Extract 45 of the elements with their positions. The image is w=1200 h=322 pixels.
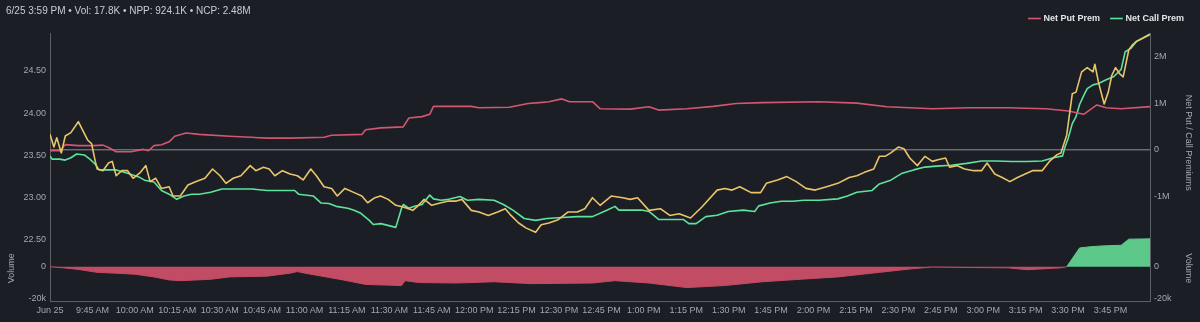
x-tick-label: 10:45 AM — [243, 305, 282, 316]
legend-label: Net Put Prem — [1043, 12, 1100, 23]
x-tick-label: 11:15 AM — [328, 305, 366, 316]
x-tick-label: 1:30 PM — [711, 305, 746, 316]
x-tick-label: 12:30 PM — [539, 305, 579, 316]
x-tick-label: Jun 25 — [36, 305, 64, 316]
x-tick-label: 11:45 AM — [413, 305, 451, 316]
x-tick-label: 9:45 AM — [75, 305, 109, 316]
x-tick-label: 10:00 AM — [115, 305, 154, 316]
x-tick-label: 12:45 PM — [582, 305, 621, 316]
chart-title: 6/25 3:59 PM • Vol: 17.8K • NPP: 924.1K • NCP: 2.48M — [6, 5, 251, 16]
x-tick-label: 10:30 AM — [200, 305, 239, 316]
y2-axis-title: Net Put / Call Premiums — [1184, 94, 1195, 192]
x-tick-label: 2:45 PM — [924, 305, 958, 316]
x-tick-label: 2:30 PM — [881, 305, 916, 316]
x-tick-label: 10:15 AM — [158, 305, 197, 316]
y-tick-label: 23.50 — [23, 149, 46, 160]
x-tick-label: 12:15 PM — [497, 305, 536, 316]
legend-label: Net Call Prem — [1125, 12, 1185, 23]
x-tick-label: 3:15 PM — [1008, 305, 1043, 316]
y-tick-label: 23.00 — [23, 192, 46, 203]
x-tick-label: 3:45 PM — [1093, 305, 1128, 316]
y-tick-label: 0 — [40, 261, 46, 272]
x-tick-label: 1:00 PM — [627, 305, 661, 316]
x-tick-label: 2:15 PM — [839, 305, 873, 316]
y2-tick-label: 0 — [1154, 144, 1160, 155]
x-tick-label: 1:15 PM — [669, 305, 704, 316]
x-tick-label: 2:00 PM — [796, 305, 831, 316]
x-tick-label: 3:30 PM — [1051, 305, 1085, 316]
y2-tick-label: 1M — [1154, 97, 1167, 108]
y2-tick-label: 2M — [1154, 50, 1167, 61]
y-tick-label: -20k — [28, 292, 47, 303]
y-axis-title: Volume — [5, 253, 16, 284]
x-tick-label: 12:00 PM — [454, 305, 494, 316]
y-tick-label: 24.50 — [23, 65, 46, 76]
y2-tick-label: -20k — [1154, 292, 1173, 303]
y2-tick-label: 0 — [1154, 261, 1160, 272]
y-tick-label: 22.50 — [23, 234, 46, 245]
y2-tick-label: -1M — [1154, 191, 1170, 202]
x-tick-label: 11:00 AM — [285, 305, 324, 316]
x-tick-label: 3:00 PM — [966, 305, 1000, 316]
y2-axis-title: Volume — [1184, 253, 1195, 284]
y-tick-label: 24.00 — [23, 107, 46, 118]
x-tick-label: 11:30 AM — [370, 305, 409, 316]
x-tick-label: 1:45 PM — [754, 305, 788, 316]
